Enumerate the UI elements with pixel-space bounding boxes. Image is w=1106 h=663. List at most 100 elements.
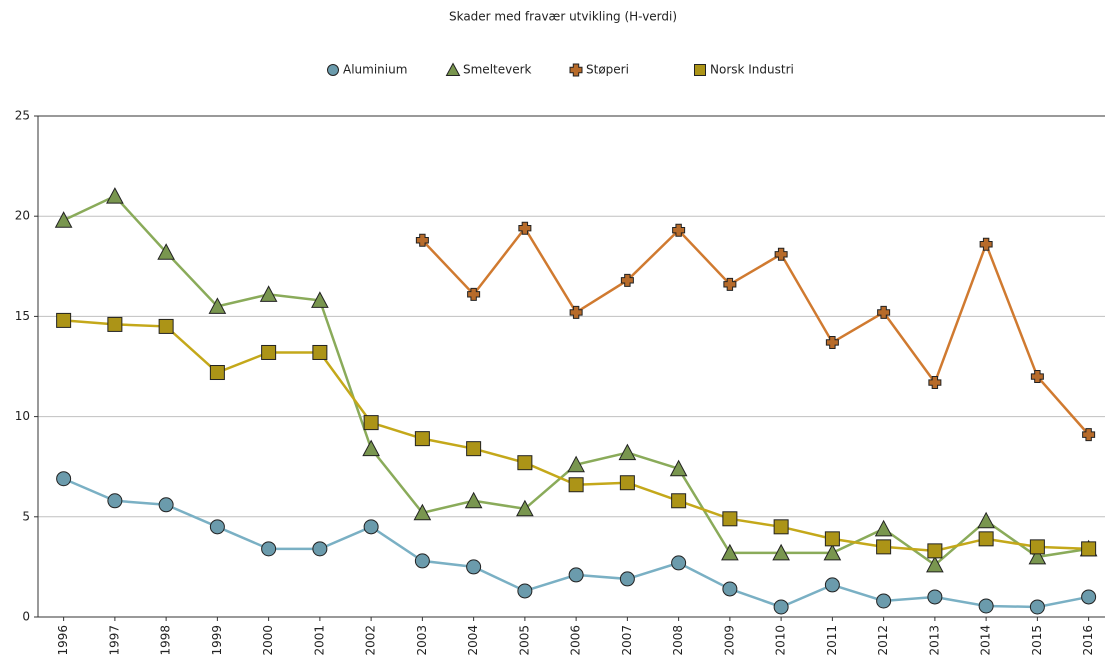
- marker: [874, 519, 893, 537]
- marker: [928, 376, 942, 390]
- marker: [977, 511, 995, 529]
- marker: [569, 63, 583, 77]
- marker: [466, 559, 482, 575]
- series-line: [63, 319, 1089, 553]
- x-tick-label: 2004: [466, 625, 480, 656]
- marker: [467, 287, 481, 301]
- y-tick-label: 5: [22, 509, 30, 523]
- marker: [773, 519, 789, 535]
- series-line: [63, 477, 1089, 609]
- x-tick-label: 2002: [364, 625, 378, 656]
- marker: [979, 237, 993, 251]
- marker: [208, 297, 227, 314]
- x-tick-label: 1997: [107, 625, 121, 656]
- legend-label: Aluminium: [343, 63, 407, 77]
- marker: [722, 511, 738, 527]
- marker: [106, 187, 124, 204]
- y-tick-label: 25: [15, 109, 30, 123]
- marker: [568, 477, 584, 493]
- y-tick-label: 20: [15, 209, 30, 223]
- marker: [927, 589, 943, 605]
- x-tick-label: 2013: [927, 625, 941, 656]
- marker: [825, 335, 839, 349]
- x-tick-label: 2014: [979, 625, 993, 656]
- x-tick-label: 2008: [671, 625, 685, 656]
- marker: [978, 531, 994, 547]
- marker: [311, 291, 329, 308]
- x-tick-label: 2015: [1030, 625, 1044, 656]
- marker: [158, 497, 174, 513]
- y-tick-label: 15: [15, 309, 30, 323]
- marker: [363, 519, 379, 535]
- x-tick-label: 2011: [825, 625, 839, 656]
- x-tick-label: 2001: [312, 625, 326, 656]
- marker: [876, 539, 892, 555]
- marker: [671, 555, 687, 571]
- marker: [312, 541, 328, 557]
- marker: [823, 543, 842, 561]
- marker: [56, 471, 72, 487]
- marker: [259, 285, 278, 302]
- x-tick-label: 2010: [774, 625, 788, 656]
- marker: [824, 531, 840, 547]
- x-tick-label: 2016: [1081, 625, 1095, 656]
- marker: [261, 344, 277, 360]
- marker: [1081, 589, 1097, 605]
- marker: [773, 599, 789, 615]
- marker: [445, 62, 461, 76]
- marker: [620, 273, 634, 287]
- marker: [567, 455, 585, 473]
- marker: [362, 439, 380, 457]
- x-tick-label: 1999: [210, 625, 224, 656]
- x-tick-label: 1998: [159, 625, 173, 656]
- marker: [618, 443, 637, 461]
- x-tick-label: 2006: [569, 625, 583, 656]
- marker: [1029, 599, 1045, 615]
- y-tick-label: 10: [15, 409, 30, 423]
- marker: [157, 243, 175, 260]
- marker: [1082, 428, 1096, 442]
- marker: [107, 316, 123, 332]
- marker: [517, 455, 533, 471]
- legend-label: Norsk Industri: [710, 63, 794, 77]
- marker: [824, 577, 840, 593]
- marker: [517, 583, 533, 599]
- series-line: [421, 226, 1090, 436]
- marker: [158, 318, 174, 334]
- marker: [722, 581, 738, 597]
- legend-label: Støperi: [586, 63, 629, 77]
- marker: [518, 221, 532, 235]
- marker: [54, 211, 73, 228]
- x-tick-label: 1996: [56, 625, 70, 656]
- marker: [1029, 539, 1045, 555]
- marker: [56, 312, 72, 328]
- marker: [1081, 541, 1097, 557]
- x-tick-label: 2003: [415, 625, 429, 656]
- marker: [669, 459, 688, 477]
- marker: [209, 519, 225, 535]
- x-tick-label: 2005: [517, 625, 531, 656]
- marker: [414, 431, 430, 447]
- marker: [414, 553, 430, 569]
- marker: [926, 555, 944, 573]
- marker: [464, 491, 483, 509]
- marker: [415, 233, 429, 247]
- marker: [568, 567, 584, 583]
- x-tick-label: 2007: [620, 625, 634, 656]
- marker: [774, 247, 788, 261]
- marker: [694, 64, 706, 76]
- marker: [671, 493, 687, 509]
- marker: [772, 543, 790, 561]
- marker: [413, 503, 432, 521]
- marker: [107, 493, 123, 509]
- marker: [978, 598, 994, 614]
- marker: [569, 305, 583, 319]
- marker: [209, 365, 225, 381]
- marker: [312, 344, 328, 360]
- marker: [721, 543, 739, 561]
- marker: [466, 441, 482, 457]
- marker: [619, 571, 635, 587]
- x-tick-label: 2009: [722, 625, 736, 656]
- marker: [877, 305, 891, 319]
